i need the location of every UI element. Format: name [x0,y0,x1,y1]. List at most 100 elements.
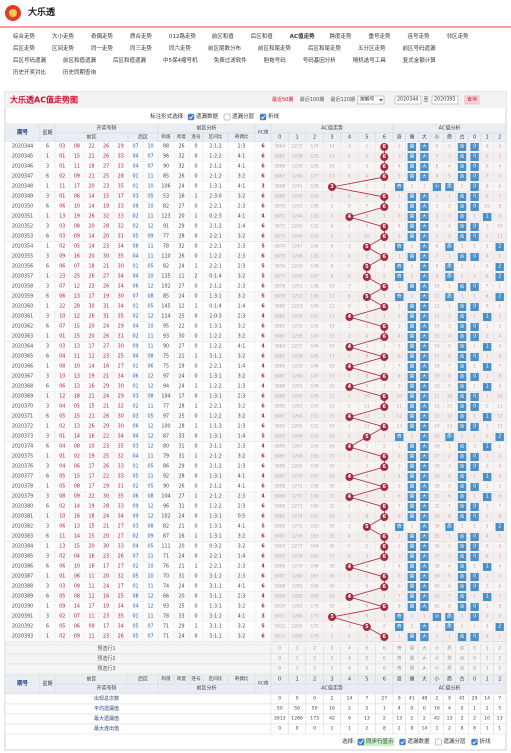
preselect-option[interactable]: 大 [422,645,427,652]
option-checkbox[interactable] [357,738,365,746]
nav-link[interactable]: 号码基因分析 [303,56,337,64]
preselect-option[interactable]: 大 [422,665,427,672]
preselect-option[interactable]: 5 [365,666,368,672]
nav-link[interactable]: 后区走势 [13,44,36,52]
preselect-option[interactable]: 合 [460,665,465,672]
nav-link[interactable]: 邻区走势 [447,32,470,40]
nav-link[interactable]: 随机选号工具 [353,56,387,64]
preselect-option[interactable]: 小 [435,645,440,652]
period-link[interactable]: 最近120期 [331,96,356,103]
nav-link[interactable]: 跨度走势 [330,32,353,40]
preselect-option[interactable]: 1 [296,666,299,672]
preselect-option[interactable]: 1 [486,656,489,662]
nav-link[interactable]: 历史开奖对比 [13,68,47,76]
option-checkbox[interactable] [435,738,442,746]
nav-link[interactable]: 012路走势 [169,32,196,40]
input-from[interactable] [394,95,422,105]
preselect-option[interactable]: 2 [313,646,316,652]
preselect-option[interactable]: 6 [383,646,386,652]
preselect-option[interactable]: 2 [313,656,316,662]
nav-link[interactable]: 前区和值 [212,32,235,40]
preselect-option[interactable]: 5 [365,646,368,652]
preselect-option[interactable]: 4 [348,646,351,652]
preselect-option[interactable]: 2 [498,656,501,662]
preselect-option[interactable]: 质 [447,645,452,652]
preselect-option[interactable]: 5 [365,656,368,662]
preselect-option[interactable]: 大 [422,655,427,662]
omission-text: 157 [310,474,318,480]
preselect-option[interactable]: 3 [331,656,334,662]
preselect-option[interactable]: 1 [486,666,489,672]
nav-link[interactable]: 前区尾数分布 [208,44,242,52]
preselect-option[interactable]: 偶 [410,655,415,662]
input-to[interactable] [431,95,459,105]
header-text: 1 [486,135,489,141]
preselect-option[interactable]: 4 [348,666,351,672]
preselect-option[interactable]: 0 [278,656,281,662]
nav-link[interactable]: 后区和值 [251,32,274,40]
preselect-option[interactable]: 偶 [410,665,415,672]
preselect-option[interactable]: 质 [447,665,452,672]
nav-link[interactable]: 同一走势 [91,44,114,52]
nav-link[interactable]: 区间走势 [52,44,75,52]
nav-link[interactable]: 大小走势 [52,32,75,40]
preselect-option[interactable]: 奇 [397,665,402,672]
nav-link[interactable]: 前区号码遗漏 [403,44,437,52]
nav-link[interactable]: 后区和尾走势 [308,44,342,52]
query-button[interactable] [464,95,480,105]
period-link[interactable]: 最近100期 [300,96,325,103]
preselect-option[interactable]: 0 [473,666,476,672]
nav-link[interactable]: 重号走势 [369,32,392,40]
option-checkbox[interactable] [399,738,406,746]
preselect-option[interactable]: 0 [278,666,281,672]
preselect-option[interactable]: 2 [313,666,316,672]
preselect-option[interactable]: 0 [473,656,476,662]
preselect-option[interactable]: 1 [486,646,489,652]
nav-link[interactable]: 质合走势 [130,32,153,40]
nav-link[interactable]: 同六走势 [169,44,192,52]
preselect-option[interactable]: 0 [473,646,476,652]
preselect-option[interactable]: 1 [296,646,299,652]
nav-link[interactable]: 复式金额计算 [403,56,437,64]
nav-link[interactable]: 后区号码遗漏 [13,56,47,64]
nav-link[interactable]: 同三走势 [130,44,153,52]
preselect-option[interactable]: 2 [498,666,501,672]
select-box[interactable] [357,95,385,105]
preselect-option[interactable]: 1 [296,656,299,662]
preselect-option[interactable]: 3 [331,646,334,652]
preselect-option[interactable]: 小 [435,665,440,672]
option-checkbox[interactable] [187,113,195,121]
omission-text: 9 [436,174,439,180]
option-checkbox[interactable] [471,738,478,746]
nav-link[interactable]: 综合走势 [13,32,36,40]
header-text: 前区分析 [196,685,216,692]
preselect-option[interactable]: 小 [435,655,440,662]
preselect-option[interactable]: 合 [460,645,465,652]
preselect-option[interactable]: 奇 [397,645,402,652]
nav-link[interactable]: 五分区走势 [358,44,386,52]
nav-link[interactable]: 胆拖号码 [264,56,287,64]
cell-text: 34 [118,284,124,290]
nav-link[interactable]: 免费过滤软件 [214,56,248,64]
preselect-option[interactable]: 6 [383,666,386,672]
option-checkbox[interactable] [259,113,267,121]
preselect-option[interactable]: 质 [447,655,452,662]
nav-link[interactable]: 前区和值遗漏 [63,56,97,64]
nav-link[interactable]: 中5保4缩号机 [163,56,198,64]
nav-link[interactable]: 连号走势 [408,32,431,40]
preselect-option[interactable]: 奇 [397,655,402,662]
preselect-option[interactable]: 2 [498,646,501,652]
period-link[interactable]: 最近50期 [272,96,293,103]
nav-link[interactable]: 后区和值遗漏 [113,56,147,64]
nav-link[interactable]: 前区和尾走势 [258,44,292,52]
option-checkbox[interactable] [223,113,231,121]
preselect-option[interactable]: 合 [460,655,465,662]
nav-link[interactable]: AC值走势 [290,32,315,40]
nav-link[interactable]: 奇偶走势 [91,32,114,40]
preselect-option[interactable]: 3 [331,666,334,672]
preselect-option[interactable]: 6 [383,656,386,662]
nav-link[interactable]: 历史同期查询 [63,68,97,76]
preselect-option[interactable]: 4 [348,656,351,662]
preselect-option[interactable]: 0 [278,646,281,652]
preselect-option[interactable]: 偶 [410,645,415,652]
